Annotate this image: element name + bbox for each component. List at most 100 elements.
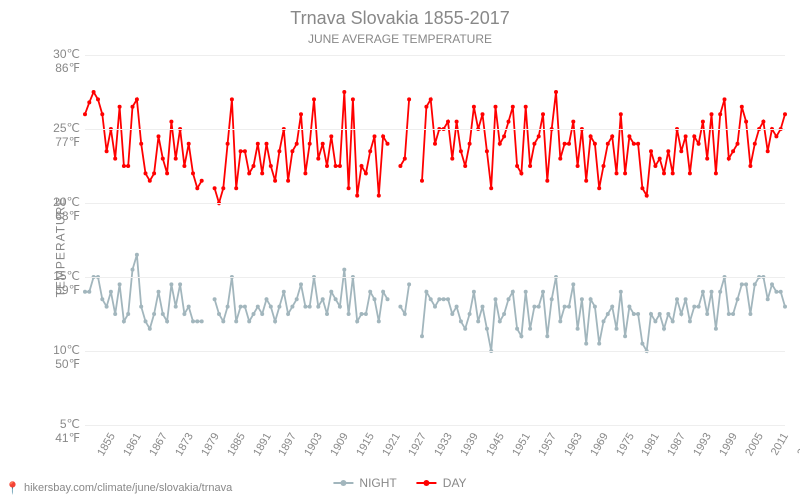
series-marker [109,290,113,294]
x-tick-label: 1873 [173,431,196,458]
series-marker [226,305,230,309]
series-marker [697,142,701,146]
series-marker [360,312,364,316]
series-marker [541,112,545,116]
series-marker [714,327,718,331]
series-marker [550,297,554,301]
series-marker [247,171,251,175]
series-marker [567,305,571,309]
series-marker [658,312,662,316]
x-tick-label: 1921 [380,431,403,458]
series-marker [200,319,204,323]
series-marker [200,179,204,183]
series-marker [736,297,740,301]
series-marker [515,164,519,168]
series-marker [135,253,139,257]
x-tick-label: 1933 [432,431,455,458]
y-tick-label: 15℃ 59℉ [30,269,80,297]
series-marker [144,171,148,175]
series-marker [563,142,567,146]
series-marker [774,290,778,294]
series-marker [537,134,541,138]
series-marker [450,312,454,316]
series-marker [100,297,104,301]
x-tick-label: 1915 [354,431,377,458]
series-marker [723,97,727,101]
series-marker [368,149,372,153]
legend-item-night: NIGHT [333,476,396,490]
series-marker [636,312,640,316]
series-marker [131,105,135,109]
series-marker [83,290,87,294]
series-marker [502,312,506,316]
gridline [85,55,785,56]
series-marker [342,90,346,94]
series-marker [351,97,355,101]
series-marker [636,142,640,146]
series-marker [265,142,269,146]
series-marker [329,290,333,294]
series-marker [532,305,536,309]
series-marker [420,179,424,183]
series-marker [334,164,338,168]
series-marker [658,157,662,161]
x-tick-label: 1987 [666,431,689,458]
series-marker [511,290,515,294]
series-marker [537,305,541,309]
series-marker [727,312,731,316]
series-marker [701,120,705,124]
series-marker [714,171,718,175]
plot-area [85,55,785,425]
series-marker [139,305,143,309]
series-marker [783,305,787,309]
series-marker [429,297,433,301]
series-marker [468,142,472,146]
series-marker [230,97,234,101]
series-marker [195,186,199,190]
series-marker [701,290,705,294]
gridline [85,277,785,278]
series-marker [770,282,774,286]
series-marker [705,312,709,316]
series-marker [100,112,104,116]
series-marker [688,319,692,323]
series-marker [286,179,290,183]
series-marker [610,305,614,309]
series-marker [265,297,269,301]
series-marker [243,305,247,309]
series-marker [403,157,407,161]
series-marker [606,142,610,146]
series-marker [321,297,325,301]
series-marker [144,319,148,323]
series-line [85,255,202,329]
x-tick-label: 1861 [121,431,144,458]
series-marker [290,305,294,309]
series-marker [459,149,463,153]
series-marker [308,142,312,146]
legend-dot-icon [424,480,430,486]
series-marker [472,105,476,109]
series-marker [234,186,238,190]
series-marker [528,327,532,331]
series-marker [779,290,783,294]
series-marker [252,164,256,168]
series-marker [355,319,359,323]
x-tick-label: 1903 [303,431,326,458]
series-marker [727,157,731,161]
series-marker [507,297,511,301]
series-marker [774,134,778,138]
series-marker [511,105,515,109]
legend-swatch [333,482,353,484]
gridline [85,351,785,352]
series-marker [623,334,627,338]
series-marker [528,164,532,168]
series-marker [157,134,161,138]
series-marker [303,171,307,175]
series-marker [684,297,688,301]
series-marker [299,282,303,286]
series-marker [122,319,126,323]
series-marker [597,342,601,346]
series-marker [334,297,338,301]
series-marker [252,312,256,316]
series-marker [515,327,519,331]
